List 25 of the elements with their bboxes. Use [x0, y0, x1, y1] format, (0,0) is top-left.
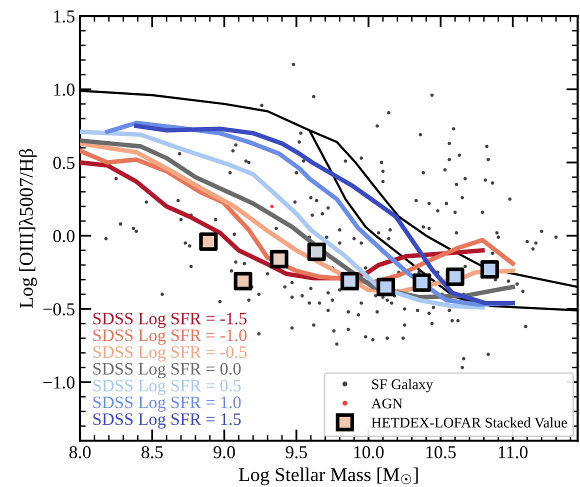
- y-tick-label: 0.0: [53, 230, 74, 242]
- x-tick-label: 9.5: [286, 446, 307, 458]
- y-tick-label: −1.0: [43, 376, 74, 389]
- y-tick-label: 1.5: [54, 10, 74, 23]
- x-tick-label: 11.0: [498, 446, 528, 458]
- legend-label: AGN: [371, 398, 402, 408]
- x-tick-label: 10.0: [354, 446, 384, 458]
- text: SDSS Log SFR = 0.0: [93, 362, 241, 378]
- y-tick-label: −0.5: [43, 303, 74, 316]
- x-axis-title: Log Stellar Mass [M$_{☉}$]: [238, 468, 418, 486]
- y-tick-label: 1.0: [54, 84, 74, 96]
- x-tick-label: 8.0: [69, 446, 91, 458]
- text: SDSS Log SFR = 1.0: [93, 396, 241, 412]
- text: SDSS Log SFR = -1.5: [93, 312, 247, 328]
- x-tick-label: 8.5: [142, 446, 163, 458]
- legend-label: HETDEX-LOFAR Stacked Value: [372, 417, 567, 428]
- legend-label: SF Galaxy: [372, 378, 434, 392]
- text: SDSS Log SFR = -1.0: [93, 329, 247, 345]
- y-tick-label: 0.5: [53, 156, 74, 170]
- text: SDSS Log SFR = 0.5: [93, 380, 241, 396]
- y-axis-title: Log [OIII]λ5007/Hβ: [18, 149, 37, 308]
- text: SDSS Log SFR = -0.5: [93, 346, 247, 362]
- x-tick-label: 10.5: [426, 446, 456, 458]
- text: SDSS Log SFR = 1.5: [93, 413, 241, 429]
- x-tick-label: 9.0: [214, 446, 235, 458]
